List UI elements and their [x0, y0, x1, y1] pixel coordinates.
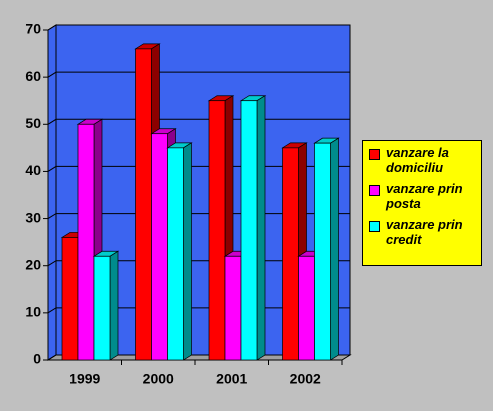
- legend-swatch: [369, 149, 380, 160]
- bar-side: [109, 250, 119, 361]
- legend-label: vanzare prin credit: [386, 217, 463, 247]
- legend-item: vanzare prin credit: [367, 217, 477, 247]
- bar-side: [330, 137, 339, 361]
- bar-side: [183, 142, 192, 361]
- y-tick-label: 60: [25, 68, 41, 84]
- bar: [61, 237, 79, 361]
- bar: [208, 100, 226, 361]
- x-tick-label: 2000: [143, 371, 174, 387]
- legend-swatch: [369, 185, 380, 196]
- y-tick-label: 10: [25, 304, 41, 320]
- bar: [314, 142, 331, 361]
- side-wall: [47, 24, 57, 361]
- bar: [224, 255, 242, 361]
- bar: [298, 255, 315, 361]
- x-tick-label: 2002: [290, 371, 321, 387]
- bar: [282, 147, 299, 361]
- x-tick-label: 1999: [69, 371, 100, 387]
- legend-label: vanzare la domiciliu: [386, 145, 449, 175]
- bar: [167, 147, 184, 361]
- y-tick-label: 70: [25, 21, 41, 37]
- bar: [151, 133, 168, 361]
- bar: [93, 255, 111, 361]
- y-tick-label: 20: [25, 256, 41, 272]
- legend: vanzare la domiciliu vanzare prin posta va…: [362, 140, 482, 266]
- legend-item: vanzare la domiciliu: [367, 145, 477, 175]
- bar: [240, 100, 258, 361]
- y-tick-label: 50: [25, 115, 41, 131]
- legend-item: vanzare prin posta: [367, 181, 477, 211]
- bar: [77, 123, 95, 361]
- y-tick-label: 0: [33, 351, 41, 367]
- x-tick-label: 2001: [216, 371, 247, 387]
- legend-swatch: [369, 221, 380, 232]
- grid-line: [47, 24, 350, 31]
- y-tick-label: 30: [25, 209, 41, 225]
- grid-line: [47, 71, 350, 78]
- bar: [135, 48, 152, 361]
- y-tick-label: 40: [25, 162, 41, 178]
- legend-label: vanzare prin posta: [386, 181, 463, 211]
- bar-side: [256, 95, 266, 361]
